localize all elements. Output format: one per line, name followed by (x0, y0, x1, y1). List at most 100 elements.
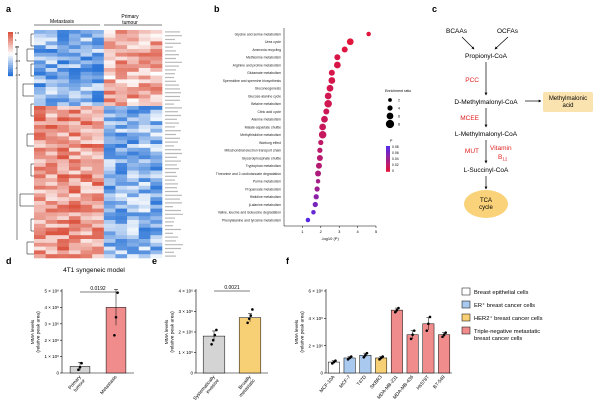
arrow-bcaa (461, 36, 475, 50)
heatmap-cell (68, 193, 81, 198)
heatmap-cell (45, 227, 58, 232)
tick-label-y: 0 (320, 371, 323, 376)
heatmap-cell (92, 193, 105, 198)
heatmap-cell (115, 147, 128, 152)
heatmap-cell (115, 49, 128, 54)
heatmap-cell (127, 52, 140, 57)
panel-d-label: d (6, 256, 12, 266)
heatmap-cell (80, 83, 93, 88)
data-point (213, 333, 217, 337)
data-point (78, 365, 82, 369)
heatmap-cell (57, 60, 70, 65)
heatmap-cell (80, 227, 93, 232)
heatmap-cell (115, 109, 128, 114)
p-value: 0.0192 (90, 286, 106, 292)
heatmap-cell (150, 170, 163, 175)
data-point (116, 291, 119, 294)
heatmap-cell (127, 189, 140, 194)
heatmap-cell (34, 220, 46, 225)
heatmap-cell (150, 144, 163, 149)
enzyme-pcc: PCC (465, 77, 479, 84)
heatmap-cell (115, 182, 128, 187)
heatmap-cell (92, 132, 105, 137)
heatmap-cell (103, 75, 116, 80)
heatmap-cell (80, 147, 93, 152)
legend-p-step (386, 149, 390, 151)
node-tca-cycle: TCA cycle (479, 198, 493, 211)
category-label: Histidine metabolism (250, 195, 281, 199)
heatmap-cell (92, 121, 105, 126)
heatmap-cell (92, 68, 105, 73)
heatmap-cell (127, 197, 140, 202)
heatmap-cell (45, 56, 58, 61)
tick-label-y: 3 × 10⁶ (45, 321, 60, 326)
heatmap-cell (92, 246, 105, 251)
heatmap-cell (57, 33, 70, 38)
colorbar-step (8, 45, 13, 48)
heatmap-cell (68, 60, 81, 65)
heatmap-cell (138, 71, 151, 76)
heatmap-cell (150, 60, 163, 65)
heatmap-cell (138, 246, 151, 251)
heatmap-cell (115, 90, 128, 95)
heatmap-cell (115, 64, 128, 69)
heatmap-cell (92, 254, 105, 259)
heatmap-cell (80, 125, 93, 130)
legend-p-step (386, 160, 390, 163)
heatmap-cell (115, 83, 128, 88)
heatmap-cell (80, 144, 93, 149)
heatmap-cell (103, 227, 116, 232)
heatmap-cell (115, 220, 128, 225)
heatmap-cell (68, 79, 81, 84)
heatmap-cell (45, 166, 58, 171)
category-label: Glucose-alanine cycle (248, 94, 281, 98)
heatmap-cell (92, 56, 105, 61)
heatmap-cell (80, 189, 93, 194)
heatmap-cell (115, 235, 128, 240)
heatmap-cell (92, 163, 105, 168)
legend-swatch (461, 300, 471, 309)
heatmap-cell (115, 102, 128, 107)
heatmap-cell (80, 163, 93, 168)
heatmap-cell (45, 83, 58, 88)
heatmap-cell (57, 87, 70, 92)
heatmap-cell (68, 223, 81, 228)
heatmap-cell (138, 37, 151, 42)
heatmap-cell (115, 71, 128, 76)
heatmap-cell (127, 125, 140, 130)
heatmap-cell (115, 197, 128, 202)
heatmap-cell (57, 170, 70, 175)
heatmap-cell (45, 159, 58, 164)
heatmap-cell (92, 106, 105, 111)
panel-a-label: a (6, 4, 12, 14)
heatmap-cell (57, 197, 70, 202)
heatmap-cell (92, 208, 105, 213)
heatmap-cell (138, 147, 151, 152)
heatmap-cell (34, 64, 46, 69)
heatmap-cell (45, 106, 58, 111)
heatmap-cell (103, 193, 116, 198)
arrow-ocfa (494, 36, 509, 50)
legend-label-line2: breast cancer cells (474, 336, 522, 342)
heatmap-cell (127, 216, 140, 221)
enrichment-dot (319, 123, 327, 131)
heatmap-cell (127, 250, 140, 255)
heatmap-cell (34, 102, 46, 107)
heatmap-cell (138, 125, 151, 130)
heatmap-cell (92, 79, 105, 84)
heatmap-cell (68, 216, 81, 221)
tick-label-y: 1 × 10⁶ (45, 354, 60, 359)
heatmap-cell (127, 227, 140, 232)
heatmap-cell (138, 220, 151, 225)
heatmap-cell (103, 106, 116, 111)
heatmap-cell (80, 90, 93, 95)
heatmap-cell (34, 83, 46, 88)
heatmap-cell (57, 83, 70, 88)
heatmap-cell (80, 49, 93, 54)
heatmap-cell (57, 98, 70, 103)
heatmap-cell (68, 250, 81, 255)
heatmap-cell (138, 204, 151, 209)
heatmap-cell (115, 151, 128, 156)
panel-e-label: e (152, 256, 157, 266)
heatmap-cell (150, 37, 163, 42)
